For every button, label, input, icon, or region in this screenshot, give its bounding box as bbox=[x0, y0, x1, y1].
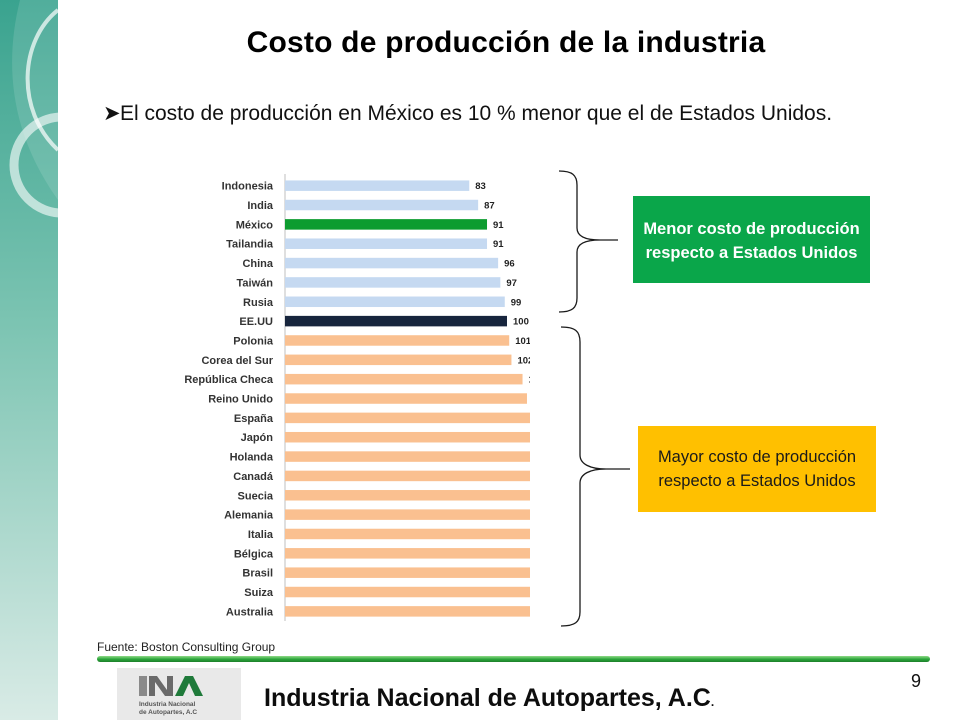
footer-divider bbox=[97, 656, 930, 662]
bar bbox=[285, 412, 530, 424]
category-label: Reino Unido bbox=[208, 394, 273, 406]
bar bbox=[285, 219, 488, 230]
bullet-text: El costo de producción en México es 10 %… bbox=[120, 102, 833, 125]
category-label: Tailandia bbox=[226, 239, 274, 251]
cost-bar-chart: Indonesia 83 India 87 México 91 Tailandia 91 Chi… bbox=[184, 174, 530, 622]
bar bbox=[285, 606, 530, 617]
arrow-bullet-icon: ➤ bbox=[103, 102, 121, 125]
footer-title-dot: . bbox=[710, 695, 715, 709]
footer-organization: Industria Nacional de Autopartes, A.C. bbox=[264, 684, 714, 713]
bar bbox=[285, 586, 530, 598]
value-label: 91 bbox=[493, 239, 504, 250]
category-label: Indonesia bbox=[222, 181, 274, 193]
bar bbox=[285, 335, 510, 346]
category-label: India bbox=[247, 200, 274, 212]
brace-higher-cost bbox=[560, 326, 630, 627]
bar bbox=[285, 567, 530, 578]
bar bbox=[285, 354, 512, 366]
ina-logo: Industria Nacional de Autopartes, A.C bbox=[117, 668, 241, 720]
bar bbox=[285, 277, 501, 288]
bar bbox=[285, 257, 499, 269]
category-label: Bélgica bbox=[234, 548, 274, 560]
bar bbox=[285, 180, 470, 191]
category-label: Canadá bbox=[233, 471, 274, 483]
value-label: 99 bbox=[511, 297, 522, 308]
category-label: México bbox=[236, 219, 274, 231]
lower-cost-callout: Menor costo de producción respecto a Est… bbox=[633, 196, 870, 283]
value-label: 100 bbox=[513, 317, 529, 328]
category-label: Japón bbox=[241, 432, 274, 444]
category-label: EE.UU bbox=[239, 316, 273, 328]
bar bbox=[285, 509, 530, 520]
category-label: Taiwán bbox=[237, 277, 274, 289]
category-label: Brasil bbox=[242, 568, 273, 580]
category-label: Australia bbox=[226, 606, 274, 618]
slide-title: Costo de producción de la industria bbox=[246, 26, 766, 59]
category-label: República Checa bbox=[184, 374, 274, 386]
bar bbox=[285, 548, 530, 559]
category-label: Corea del Sur bbox=[201, 355, 273, 367]
category-label: Italia bbox=[248, 529, 274, 541]
logo-text-line2: de Autopartes, A.C bbox=[139, 709, 197, 716]
value-label: 97 bbox=[506, 278, 517, 289]
bar bbox=[285, 470, 530, 482]
bar bbox=[285, 490, 530, 501]
bullet-point: ➤El costo de producción en México es 10 … bbox=[103, 98, 890, 129]
bar bbox=[285, 431, 530, 443]
category-label: Polonia bbox=[233, 335, 274, 347]
value-label: 91 bbox=[493, 220, 504, 231]
bar bbox=[285, 315, 507, 327]
value-label: 96 bbox=[504, 259, 515, 270]
brace-lower-cost bbox=[558, 170, 618, 313]
bar bbox=[285, 238, 488, 249]
logo-text-line1: Industria Nacional bbox=[139, 701, 196, 708]
value-label: 101 bbox=[515, 336, 530, 347]
bar bbox=[285, 528, 530, 540]
value-label: 102 bbox=[517, 355, 530, 366]
bar bbox=[285, 199, 479, 211]
value-label: 87 bbox=[484, 201, 495, 212]
source-note: Fuente: Boston Consulting Group bbox=[97, 640, 276, 654]
category-label: Suecia bbox=[238, 490, 274, 502]
higher-cost-callout: Mayor costo de producción respecto a Est… bbox=[638, 426, 876, 512]
category-label: Alemania bbox=[224, 510, 274, 522]
category-label: España bbox=[234, 413, 274, 425]
bar bbox=[285, 393, 527, 404]
value-label: 83 bbox=[475, 181, 486, 192]
category-label: China bbox=[242, 258, 273, 270]
bar bbox=[285, 296, 505, 308]
page-number: 9 bbox=[911, 671, 922, 691]
bar bbox=[285, 451, 530, 462]
decorative-side-band bbox=[0, 0, 58, 720]
category-label: Rusia bbox=[243, 297, 274, 309]
footer-title-text: Industria Nacional de Autopartes, A.C bbox=[264, 684, 711, 712]
category-label: Suiza bbox=[244, 587, 274, 599]
bar bbox=[285, 373, 523, 385]
category-label: Holanda bbox=[230, 452, 274, 464]
value-label: 107 bbox=[529, 375, 530, 386]
